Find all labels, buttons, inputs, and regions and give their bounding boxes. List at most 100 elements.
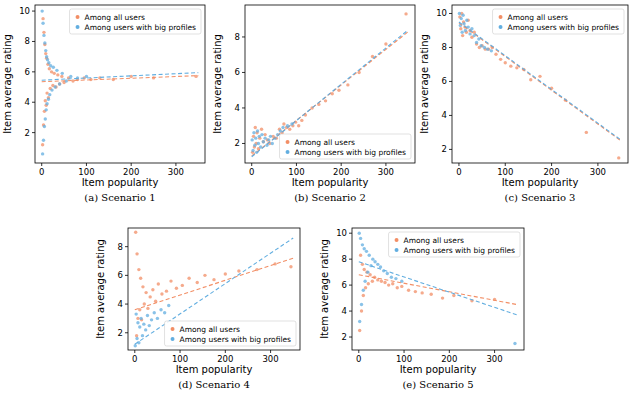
point <box>452 294 455 297</box>
y-tick-label: 6 <box>118 270 123 280</box>
point <box>462 22 465 25</box>
point <box>41 152 44 155</box>
point <box>483 46 486 49</box>
y-axis-label: Item average rating <box>95 239 106 339</box>
legend-label: Among users with big profiles <box>85 23 197 32</box>
x-axis-label: Item popularity <box>82 177 159 188</box>
point <box>181 284 184 287</box>
x-tick-label: 300 <box>168 167 184 177</box>
plot-data <box>40 9 198 155</box>
point <box>250 138 253 141</box>
point <box>146 307 149 310</box>
y-tick <box>449 115 452 116</box>
legend-label: Among all users <box>295 138 355 147</box>
x-tick-label: 300 <box>378 167 394 177</box>
y-axis-label: Item average rating <box>2 34 13 134</box>
point <box>139 277 142 280</box>
panel: 01002003002468Item popularityItem averag… <box>212 5 415 203</box>
point <box>60 75 63 78</box>
point <box>47 61 50 64</box>
x-tick-label: 200 <box>543 167 559 177</box>
point <box>367 282 370 285</box>
trend-line <box>135 258 293 310</box>
point <box>135 252 138 255</box>
point <box>459 27 462 30</box>
x-axis-label: Item popularity <box>176 364 253 375</box>
point <box>369 264 372 267</box>
point <box>136 317 139 320</box>
legend-marker <box>499 15 503 19</box>
point <box>212 278 215 281</box>
point <box>61 72 64 75</box>
y-tick-label: 8 <box>235 32 240 42</box>
point <box>194 75 197 78</box>
x-axis-label: Item popularity <box>400 364 477 375</box>
plot-frame <box>128 228 300 350</box>
legend: Among all usersAmong users with big prof… <box>493 9 624 34</box>
point <box>141 334 144 337</box>
x-tick-label: 100 <box>78 167 94 177</box>
point <box>460 30 463 33</box>
y-tick <box>32 11 35 12</box>
y-tick-label: 6 <box>235 67 240 77</box>
point <box>458 12 461 15</box>
y-tick-label: 6 <box>342 280 347 290</box>
point <box>48 67 51 70</box>
point <box>54 85 57 88</box>
point <box>142 322 145 325</box>
panel: 0100200300246810Item popularityItem aver… <box>419 5 628 203</box>
y-tick <box>349 233 352 234</box>
y-tick <box>449 47 452 48</box>
point <box>251 149 254 152</box>
point <box>617 156 620 159</box>
point <box>45 55 48 58</box>
point <box>365 250 368 253</box>
y-tick <box>125 275 128 276</box>
y-tick-label: 4 <box>25 97 30 107</box>
y-tick <box>32 71 35 72</box>
point <box>380 280 383 283</box>
point <box>143 302 146 305</box>
point <box>509 64 512 67</box>
point <box>157 282 160 285</box>
point <box>324 99 327 102</box>
point <box>365 270 368 273</box>
panel: 0100200300246810Item popularityItem aver… <box>319 228 524 390</box>
plot-data <box>358 231 518 345</box>
y-axis-label: Item average rating <box>212 34 223 134</box>
x-tick-label: 300 <box>486 354 502 364</box>
legend-marker <box>76 25 80 29</box>
point <box>461 34 464 37</box>
point <box>441 296 444 299</box>
point <box>53 72 56 75</box>
point <box>175 287 178 290</box>
point <box>400 285 403 288</box>
y-tick <box>349 337 352 338</box>
point <box>263 136 266 139</box>
point <box>260 128 263 131</box>
x-tick-label: 0 <box>39 167 44 177</box>
trend-line <box>359 275 517 305</box>
x-tick-label: 200 <box>441 354 457 364</box>
point <box>504 61 507 64</box>
legend-marker <box>76 15 80 19</box>
point <box>279 129 282 132</box>
point <box>40 9 43 12</box>
point <box>391 282 394 285</box>
y-tick-label: 2 <box>442 144 447 154</box>
point <box>368 273 371 276</box>
point <box>394 277 397 280</box>
y-tick <box>32 132 35 133</box>
point <box>371 280 374 283</box>
legend-label: Among users with big profiles <box>180 335 292 344</box>
y-tick <box>449 13 452 14</box>
panel: 0100200300246810Item popularityItem aver… <box>2 5 205 203</box>
point <box>53 85 56 88</box>
point <box>138 325 141 328</box>
legend-marker <box>395 248 399 252</box>
legend: Among all usersAmong users with big prof… <box>389 232 520 257</box>
point <box>58 82 61 85</box>
legend-label: Among all users <box>180 325 240 334</box>
point <box>515 66 518 69</box>
y-tick-label: 2 <box>235 138 240 148</box>
